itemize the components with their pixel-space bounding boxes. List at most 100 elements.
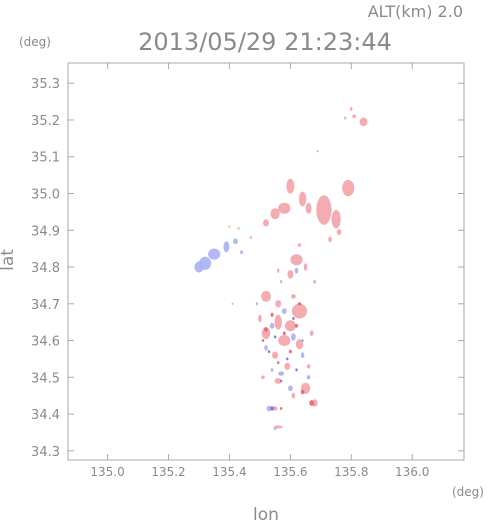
echo-point [352,114,357,119]
echo-point [295,368,298,372]
echo-point [263,219,269,227]
echo-point [280,279,283,284]
echo-point [261,339,265,342]
chart-title: 2013/05/29 21:23:44 [138,28,392,56]
echo-point [277,361,280,365]
y-tick-label: 34.8 [31,261,60,276]
echo-point [223,241,230,253]
echo-point [298,191,307,207]
echo-point [288,385,293,392]
echo-point [292,317,295,320]
echo-point [313,279,317,284]
echo-point [291,294,296,299]
echo-point [266,405,272,412]
echo-point [295,339,304,350]
echo-point [306,364,311,369]
echo-point [287,270,294,279]
echo-point [331,210,341,229]
echo-point [273,425,283,429]
echo-point [278,371,285,376]
echo-point [270,368,274,372]
x-tick-label: 135.4 [212,465,246,479]
y-tick-label: 35.0 [31,187,60,202]
echo-point [344,116,347,120]
x-ticks: 135.0 135.2 135.4 135.6 135.8 136.0 [90,63,429,479]
echo-point [261,375,265,380]
echo-point [231,302,234,305]
echo-point [282,331,286,336]
echo-point [270,406,274,411]
echo-point [208,248,221,260]
echo-point [291,303,308,319]
echo-point [305,202,312,214]
echo-point [267,350,271,354]
y-ticks: 34.3 34.4 34.5 34.6 34.7 34.8 34.9 35.0 35.1 35.2… [31,77,464,460]
echo-point [272,406,278,411]
echo-point [270,312,274,317]
echo-point [278,202,291,214]
echo-point [273,427,277,430]
echo-point [261,327,271,340]
altitude-label: ALT(km) 2.0 [368,2,463,21]
y-tick-label: 35.2 [31,114,60,129]
echo-point [275,300,282,308]
y-tick-label: 34.3 [31,445,60,460]
echo-point [286,178,295,194]
y-tick-label: 34.4 [31,408,60,423]
echo-point [309,330,314,337]
echo-point [273,335,277,339]
echo-point [309,400,315,406]
echo-point [301,339,304,342]
echo-point [316,195,332,225]
echo-point [316,150,319,153]
x-tick-label: 135.2 [151,465,185,479]
echo-point [270,208,280,220]
echo-point [280,407,283,410]
x-tick-label: 136.0 [395,465,429,479]
echo-point [264,327,268,332]
echo-point [286,357,289,361]
echo-point [274,314,282,330]
echo-point [264,345,268,351]
echo-point [342,179,355,197]
echo-point [306,375,311,380]
echo-point [249,236,252,240]
echo-point [290,254,303,266]
x-tick-label: 135.0 [90,465,124,479]
echo-point [228,225,231,228]
echo-point [294,324,299,328]
y-axis-unit: (deg) [19,35,51,49]
x-tick-label: 135.8 [334,465,368,479]
echo-point [300,389,305,395]
echo-point [300,352,305,359]
echo-point [291,333,296,341]
y-tick-label: 35.3 [31,77,60,92]
echo-point [281,308,287,314]
y-tick-label: 34.7 [31,298,60,313]
echo-point [294,267,299,274]
echo-point [261,290,271,302]
y-axis-label: lat [0,249,18,271]
echo-point [303,263,308,271]
echo-point [237,227,240,230]
echo-point [297,302,302,306]
x-axis-label: lon [253,505,279,521]
echo-point [258,314,262,323]
echo-point [288,349,292,354]
echo-point [328,236,332,243]
echo-point [233,238,238,245]
echo-point [278,335,291,346]
echo-point [336,229,342,236]
x-tick-label: 135.6 [273,465,307,479]
y-tick-label: 34.5 [31,371,60,386]
echo-point [240,250,244,255]
echo-point [350,106,353,112]
echo-point [291,392,296,399]
echo-point [284,362,291,370]
echo-point [272,351,279,359]
x-axis-unit: (deg) [452,485,484,499]
echo-point [284,320,296,332]
echo-point [255,302,259,306]
echo-point [274,378,282,384]
